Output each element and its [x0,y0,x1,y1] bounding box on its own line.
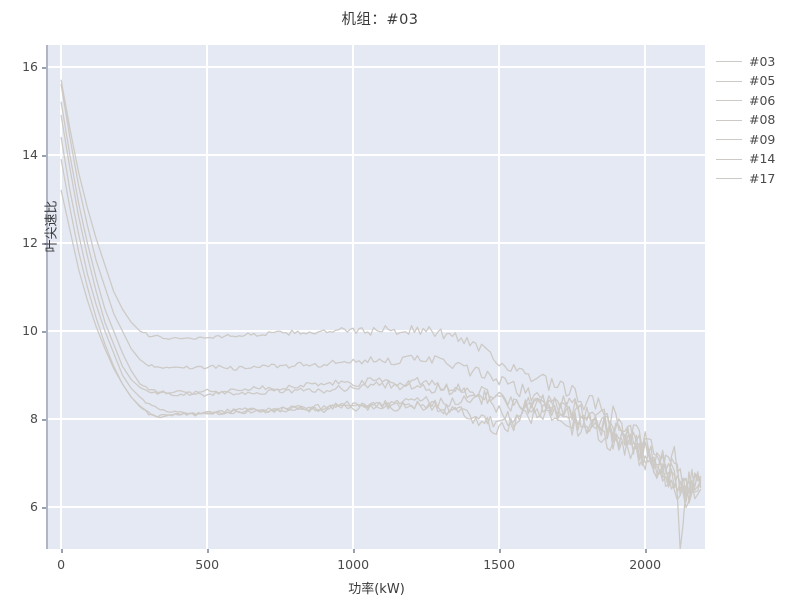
gridline-horizontal [48,66,705,68]
legend-line-icon [716,80,742,82]
y-axis-spine [46,45,48,549]
series-line-n14 [60,158,702,501]
legend-line-icon [716,158,742,160]
legend-item-label: #05 [749,73,776,88]
y-axis-label: 叶尖速比 [44,200,60,253]
gridline-horizontal [48,506,705,508]
legend-line-icon [716,139,742,141]
y-tick-mark [42,155,46,157]
legend-item-label: #08 [749,112,776,127]
series-line-n17 [60,189,702,509]
legend-item-n08[interactable]: #08 [716,111,798,131]
legend-item-label: #14 [749,151,776,166]
y-tick-label: 8 [30,411,38,427]
x-tick-mark [353,549,355,553]
y-tick-mark [42,507,46,509]
gridline-horizontal [48,418,705,420]
legend-item-label: #06 [749,92,776,108]
gridline-vertical [352,45,354,549]
page-title: 机组：#03 [341,12,419,28]
legend-item-n09[interactable]: #09 [716,130,798,150]
legend-item-n05[interactable]: #05 [716,72,798,92]
y-tick-label: 16 [22,59,38,74]
x-tick-label: 500 [195,557,220,572]
gridline-horizontal [48,330,705,332]
gridline-horizontal [48,154,705,156]
x-axis-label: 功率(kW) [348,582,405,597]
x-tick-label: 1500 [483,557,516,572]
legend-line-icon [716,100,742,102]
plot-area [48,45,705,549]
legend-item-n14[interactable]: #14 [716,150,798,170]
x-tick-mark [499,549,501,553]
x-tick-mark [61,549,63,553]
legend-item-label: #03 [749,53,776,69]
gridline-vertical [60,45,62,549]
series-line-n03 [60,79,702,503]
series-line-n09 [60,136,702,504]
legend-item-label: #09 [749,131,776,147]
series-lines [60,79,702,549]
legend-item-n06[interactable]: #06 [716,91,798,111]
y-tick-label: 12 [22,235,38,251]
gridline-horizontal [48,242,705,244]
series-line-n08 [60,114,702,494]
legend-item-n17[interactable]: #17 [716,169,798,189]
y-tick-mark [42,419,46,421]
y-tick-mark [42,331,46,333]
legend-line-icon [716,178,742,180]
y-axis-label-wrapper: 叶尖速比 [8,201,60,377]
legend: #03 #05 #06 #08 #09 #14 #17 [716,52,798,189]
gridline-vertical [206,45,208,549]
x-tick-label: 2000 [629,557,662,572]
x-tick-mark [207,549,209,553]
y-tick-mark [42,243,46,245]
y-tick-label: 10 [22,323,38,339]
legend-item-label: #17 [749,170,776,186]
x-tick-label: 0 [57,557,66,572]
legend-item-n03[interactable]: #03 [716,52,798,72]
y-tick-label: 14 [22,147,38,163]
legend-line-icon [716,119,742,121]
x-tick-label: 1000 [337,557,370,572]
gridline-vertical [644,45,646,549]
y-tick-mark [42,67,46,69]
gridline-vertical [498,45,500,549]
legend-line-icon [716,61,742,63]
series-line-n05 [60,83,702,549]
x-tick-mark [645,549,647,553]
y-tick-label: 6 [30,499,38,515]
